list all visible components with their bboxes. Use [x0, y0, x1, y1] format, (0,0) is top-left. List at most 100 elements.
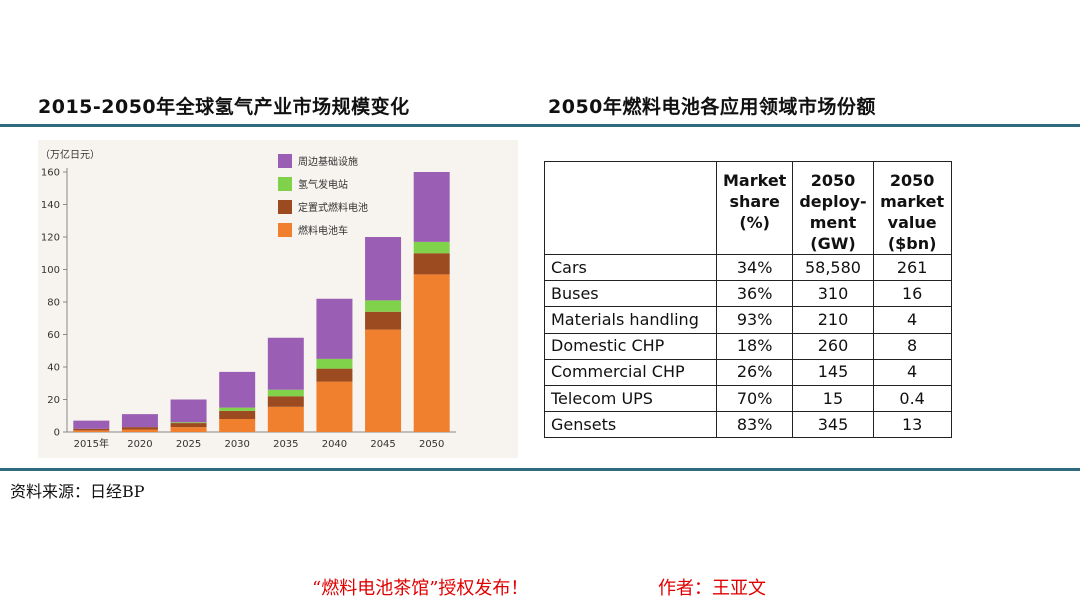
table-cell: 8	[872, 332, 952, 360]
legend-swatch	[278, 200, 292, 214]
bar-segment	[365, 237, 402, 301]
table-cell: Commercial CHP	[544, 358, 717, 386]
table-cell: Telecom UPS	[544, 384, 717, 413]
bar-segment	[267, 389, 304, 397]
y-tick-label: 20	[47, 395, 60, 406]
table-header-cell	[544, 161, 717, 255]
table-cell: 345	[792, 411, 874, 439]
y-tick-label: 40	[47, 363, 60, 374]
x-tick-label: 2025	[176, 439, 201, 450]
table-header-cell: Market share (%)	[715, 161, 794, 255]
table-header-cell: 2050 deploy-ment (GW)	[792, 161, 874, 255]
bar-segment	[170, 422, 207, 424]
table-cell: 15	[792, 384, 874, 413]
bar-segment	[267, 396, 304, 407]
bar-segment	[73, 430, 110, 432]
table-row: Buses 36% 310 16	[544, 280, 952, 308]
bar-segment	[267, 337, 304, 390]
table-row: Commercial CHP 26% 145 4	[544, 358, 952, 386]
bar-segment	[365, 329, 402, 432]
table-cell: 4	[872, 306, 952, 334]
legend-label: 周边基础设施	[298, 155, 358, 168]
table-cell: 210	[792, 306, 874, 334]
table-cell: 36%	[715, 280, 794, 308]
table-row: Materials handling 93% 210 4	[544, 306, 952, 334]
table-cell: 70%	[715, 384, 794, 413]
bar-segment	[73, 420, 110, 429]
right-title: 2050年燃料电池各应用领域市场份额	[548, 96, 876, 118]
table-cell: Gensets	[544, 411, 717, 439]
bar-segment	[170, 399, 207, 423]
bar-segment	[73, 428, 110, 431]
table-row: Domestic CHP 18% 260 8	[544, 332, 952, 360]
bar-segment	[316, 298, 353, 359]
bar-segment	[413, 274, 450, 432]
table-row: Gensets 83% 345 13	[544, 411, 952, 439]
table-header-row: Market share (%) 2050 deploy-ment (GW) 2…	[544, 161, 952, 255]
y-tick-label: 100	[41, 265, 60, 276]
y-unit-label: （万亿日元）	[40, 148, 100, 161]
table-header-cell: 2050 market value ($bn)	[872, 161, 952, 255]
left-title: 2015-2050年全球氢气产业市场规模变化	[38, 96, 410, 118]
x-tick-label: 2045	[370, 439, 395, 450]
y-tick-label: 160	[41, 168, 60, 179]
footer-author: 作者：王亚文	[658, 578, 766, 599]
table-row: Telecom UPS 70% 15 0.4	[544, 384, 952, 413]
table-cell: 58,580	[792, 253, 874, 282]
table-cell: 18%	[715, 332, 794, 360]
x-tick-label: 2050	[419, 439, 444, 450]
bar-segment	[170, 427, 207, 432]
footer-credit: “燃料电池茶馆”授权发布！	[312, 578, 529, 599]
table-row: Cars 34% 58,580 261	[544, 253, 952, 282]
table-cell: 34%	[715, 253, 794, 282]
table-cell: 260	[792, 332, 874, 360]
bar-segment	[219, 419, 256, 432]
bar-segment	[413, 253, 450, 275]
bar-segment	[413, 241, 450, 254]
legend-swatch	[278, 177, 292, 191]
table-cell: 83%	[715, 411, 794, 439]
bar-segment	[365, 300, 402, 312]
table-cell: 0.4	[872, 384, 952, 413]
bar-segment	[121, 427, 158, 430]
bar-segment	[316, 381, 353, 432]
x-tick-label: 2030	[224, 439, 249, 450]
legend-label: 定置式燃料电池	[298, 201, 368, 214]
source-note: 资料来源：日经BP	[10, 482, 145, 501]
y-tick-label: 120	[41, 233, 60, 244]
y-tick-label: 60	[47, 330, 60, 341]
bar-segment	[365, 311, 402, 330]
y-tick-label: 140	[41, 200, 60, 211]
table-cell: 93%	[715, 306, 794, 334]
bar-segment	[170, 423, 207, 428]
bar-segment	[316, 368, 353, 382]
x-tick-label: 2020	[127, 439, 152, 450]
bar-segment	[219, 407, 256, 411]
table-cell: Materials handling	[544, 306, 717, 334]
legend-swatch	[278, 154, 292, 168]
bar-segment	[121, 429, 158, 432]
y-tick-label: 80	[47, 298, 60, 309]
top-divider	[0, 124, 1080, 127]
x-tick-label: 2015年	[74, 437, 109, 450]
table-cell: 13	[872, 411, 952, 439]
x-tick-label: 2040	[322, 439, 347, 450]
legend-label: 氢气发电站	[298, 178, 348, 191]
x-tick-label: 2035	[273, 439, 298, 450]
table-cell: Buses	[544, 280, 717, 308]
table-cell: 4	[872, 358, 952, 386]
table-cell: 310	[792, 280, 874, 308]
legend-label: 燃料电池车	[298, 224, 348, 237]
bar-segment	[316, 358, 353, 369]
table-cell: Cars	[544, 253, 717, 282]
table-cell: 16	[872, 280, 952, 308]
bottom-divider	[0, 468, 1080, 471]
bar-segment	[267, 406, 304, 432]
bar-segment	[121, 414, 158, 428]
bar-segment	[219, 371, 256, 408]
y-tick-label: 0	[54, 428, 60, 439]
table-cell: 26%	[715, 358, 794, 386]
fuel-cell-market-table: Market share (%) 2050 deploy-ment (GW) 2…	[544, 161, 952, 439]
legend-swatch	[278, 223, 292, 237]
